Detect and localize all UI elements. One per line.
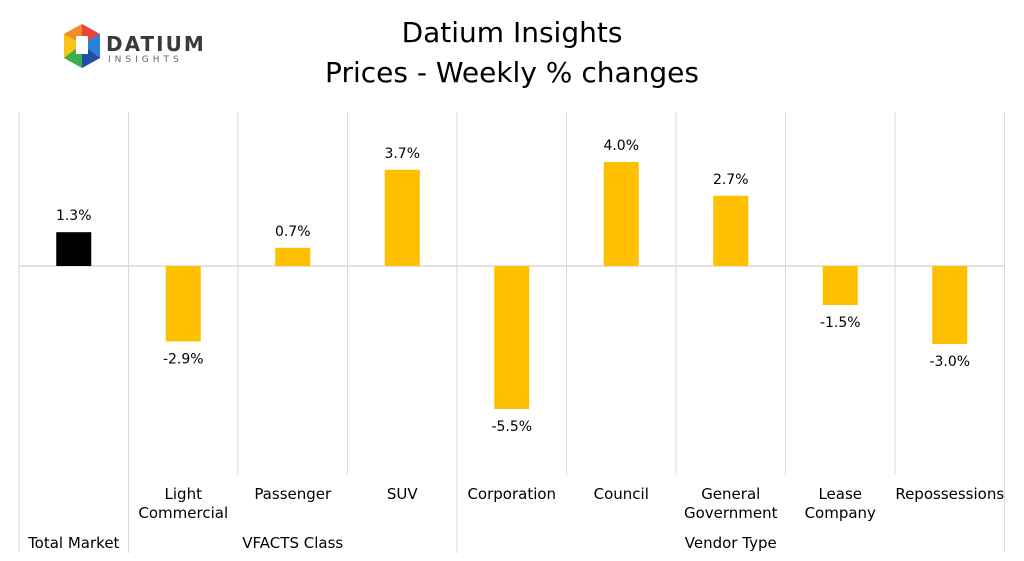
bar-suv <box>384 169 420 266</box>
category-label: Corporation <box>467 485 556 503</box>
data-label: 0.7% <box>275 224 311 240</box>
logo-subtext: INSIGHTS <box>108 55 183 65</box>
data-label: -1.5% <box>820 315 861 331</box>
bar-total-market <box>56 232 92 266</box>
data-label: 2.7% <box>713 172 749 188</box>
category-label: Repossessions <box>895 485 1004 503</box>
datium-logo: DATIUM INSIGHTS <box>62 22 212 80</box>
category-label: Council <box>594 485 649 503</box>
bar-council <box>603 162 639 266</box>
data-label: 4.0% <box>603 138 639 154</box>
data-label: 3.7% <box>384 146 420 162</box>
bar-repossessions <box>932 266 968 344</box>
datium-logo-icon <box>64 24 100 68</box>
data-label: -3.0% <box>929 354 970 370</box>
bar-corporation <box>494 266 530 409</box>
category-label: Passenger <box>254 485 332 503</box>
chart-subtitle: Prices - Weekly % changes <box>325 56 699 89</box>
group-label: VFACTS Class <box>242 534 343 552</box>
data-label: -2.9% <box>163 351 204 367</box>
category-label: Government <box>684 504 778 522</box>
category-label: SUV <box>387 485 419 503</box>
bar-light-commercial <box>165 266 201 342</box>
data-label: 1.3% <box>56 208 92 224</box>
logo-wordmark: DATIUM <box>106 32 206 56</box>
bar-lease-company <box>822 266 858 305</box>
category-label: Company <box>805 504 876 522</box>
category-label: Lease <box>818 485 862 503</box>
data-label: -5.5% <box>491 419 532 435</box>
group-label: Total Market <box>27 534 119 552</box>
group-label: Vendor Type <box>685 534 777 552</box>
category-label: Commercial <box>138 504 228 522</box>
category-label: General <box>701 485 760 503</box>
chart-title: Datium Insights <box>401 16 623 49</box>
bar-passenger <box>275 247 311 266</box>
category-label: Light <box>165 485 203 503</box>
bar-general-government <box>713 195 749 266</box>
